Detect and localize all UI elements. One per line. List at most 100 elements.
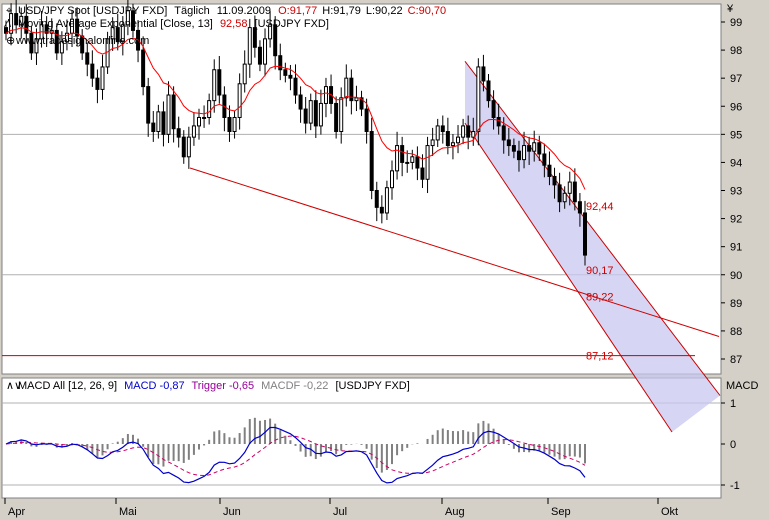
macd-plot <box>5 417 586 484</box>
candle-body <box>410 156 415 163</box>
candle-body <box>400 145 405 163</box>
candle-body <box>339 97 344 133</box>
candle-body <box>359 97 364 110</box>
annotation-label: 92,44 <box>586 201 614 213</box>
ytick-label: 89 <box>730 298 742 310</box>
ema-symbol: [USDJPY FXD] <box>255 18 329 30</box>
ytick-label: 93 <box>730 186 742 198</box>
price-header: USD/JPY Spot [USDJPY FXD] Täglich 11.09.… <box>18 5 446 17</box>
candle-body <box>567 181 572 194</box>
candle-body <box>537 142 542 155</box>
macd-panel <box>1 377 722 499</box>
candle-body <box>461 125 466 138</box>
candle-body <box>522 145 527 161</box>
candle-body <box>237 83 242 118</box>
candle-body <box>318 102 323 127</box>
candle-body <box>161 111 166 135</box>
candle-body <box>557 184 562 203</box>
candle-body <box>44 24 49 34</box>
candle-body <box>278 55 283 71</box>
candles <box>4 0 587 266</box>
macd-ytick-label: 1 <box>730 398 736 410</box>
candle-body <box>29 32 34 54</box>
trigger-value: Trigger -0,65 <box>192 380 255 392</box>
candle-body <box>19 15 24 26</box>
header-open: O:91,77 <box>278 5 317 17</box>
candle-body <box>491 100 496 118</box>
candle-body <box>303 108 308 124</box>
candle-body <box>466 125 471 138</box>
ytick-label: 99 <box>730 17 742 29</box>
yen-unit-label: ¥ <box>726 3 734 15</box>
candle-body <box>293 77 298 96</box>
candle-body <box>511 145 516 152</box>
candle-body <box>34 38 39 54</box>
annotations: 92,44 90,17 89,22 87,12 <box>586 201 614 362</box>
candle-body <box>527 145 532 152</box>
candle-body <box>390 170 394 189</box>
candle-body <box>308 100 313 124</box>
month-label: Okt <box>661 506 678 518</box>
month-label: Apr <box>8 506 25 518</box>
candle-body <box>354 97 359 102</box>
header-high: H:91,79 <box>322 5 361 17</box>
candle-body <box>395 145 400 172</box>
channel-upper-line <box>464 61 721 396</box>
candle-body <box>450 142 455 147</box>
candle-body <box>542 153 547 166</box>
header-low: L:90,22 <box>366 5 403 17</box>
candle-body <box>283 69 288 76</box>
candle-body <box>323 86 328 104</box>
candle-body <box>252 27 257 48</box>
watermark-icon: ⊕ <box>6 35 15 47</box>
candle-body <box>516 150 521 161</box>
candle-body <box>197 116 201 127</box>
ema-line <box>5 27 586 190</box>
header-symbol: USD/JPY Spot [USDJPY FXD] <box>18 5 167 17</box>
candle-body <box>90 63 95 79</box>
candle-body <box>115 27 120 43</box>
candle-body <box>298 94 303 110</box>
macd-header: MACD All [12, 26, 9] MACD -0,87 Trigger … <box>18 380 410 392</box>
candle-body <box>445 131 450 147</box>
candle-body <box>207 100 212 118</box>
header-date: 11.09.2009 <box>217 5 271 17</box>
candle-body <box>59 41 64 54</box>
candle-body <box>232 116 237 133</box>
ytick-label: 87 <box>730 354 742 366</box>
macd-axis-label: MACD <box>726 380 758 392</box>
candle-body <box>415 156 420 169</box>
candle-body <box>476 66 481 133</box>
candle-body <box>481 66 486 82</box>
candle-body <box>146 86 151 124</box>
candle-body <box>54 29 59 54</box>
watermark-text: www.tradesignalonline.com <box>15 35 149 47</box>
candle-body <box>24 15 29 34</box>
candle-body <box>247 27 252 65</box>
candle-body <box>156 111 161 133</box>
ema-path <box>5 27 586 190</box>
candle-body <box>349 77 354 102</box>
candle-body <box>14 13 19 26</box>
candle-body <box>405 161 410 164</box>
macd-line <box>5 426 586 484</box>
ytick-label: 91 <box>730 242 742 254</box>
candle-body <box>532 142 537 152</box>
candle-body <box>572 181 577 203</box>
macd-symbol: [USDJPY FXD] <box>335 380 409 392</box>
candle-body <box>130 10 135 31</box>
candle-body <box>100 66 105 90</box>
candle-body <box>273 24 278 57</box>
candle-body <box>212 69 217 102</box>
candle-body <box>552 175 557 186</box>
month-label: Aug <box>445 506 465 518</box>
ytick-label: 92 <box>730 214 742 226</box>
ytick-label: 94 <box>730 157 742 169</box>
candle-body <box>9 13 14 34</box>
candle-body <box>141 49 146 88</box>
ema-value: 92,58 <box>220 18 248 30</box>
candle-body <box>242 63 247 85</box>
candle-body <box>191 125 196 138</box>
candle-body <box>313 100 318 127</box>
candle-body <box>186 136 191 158</box>
